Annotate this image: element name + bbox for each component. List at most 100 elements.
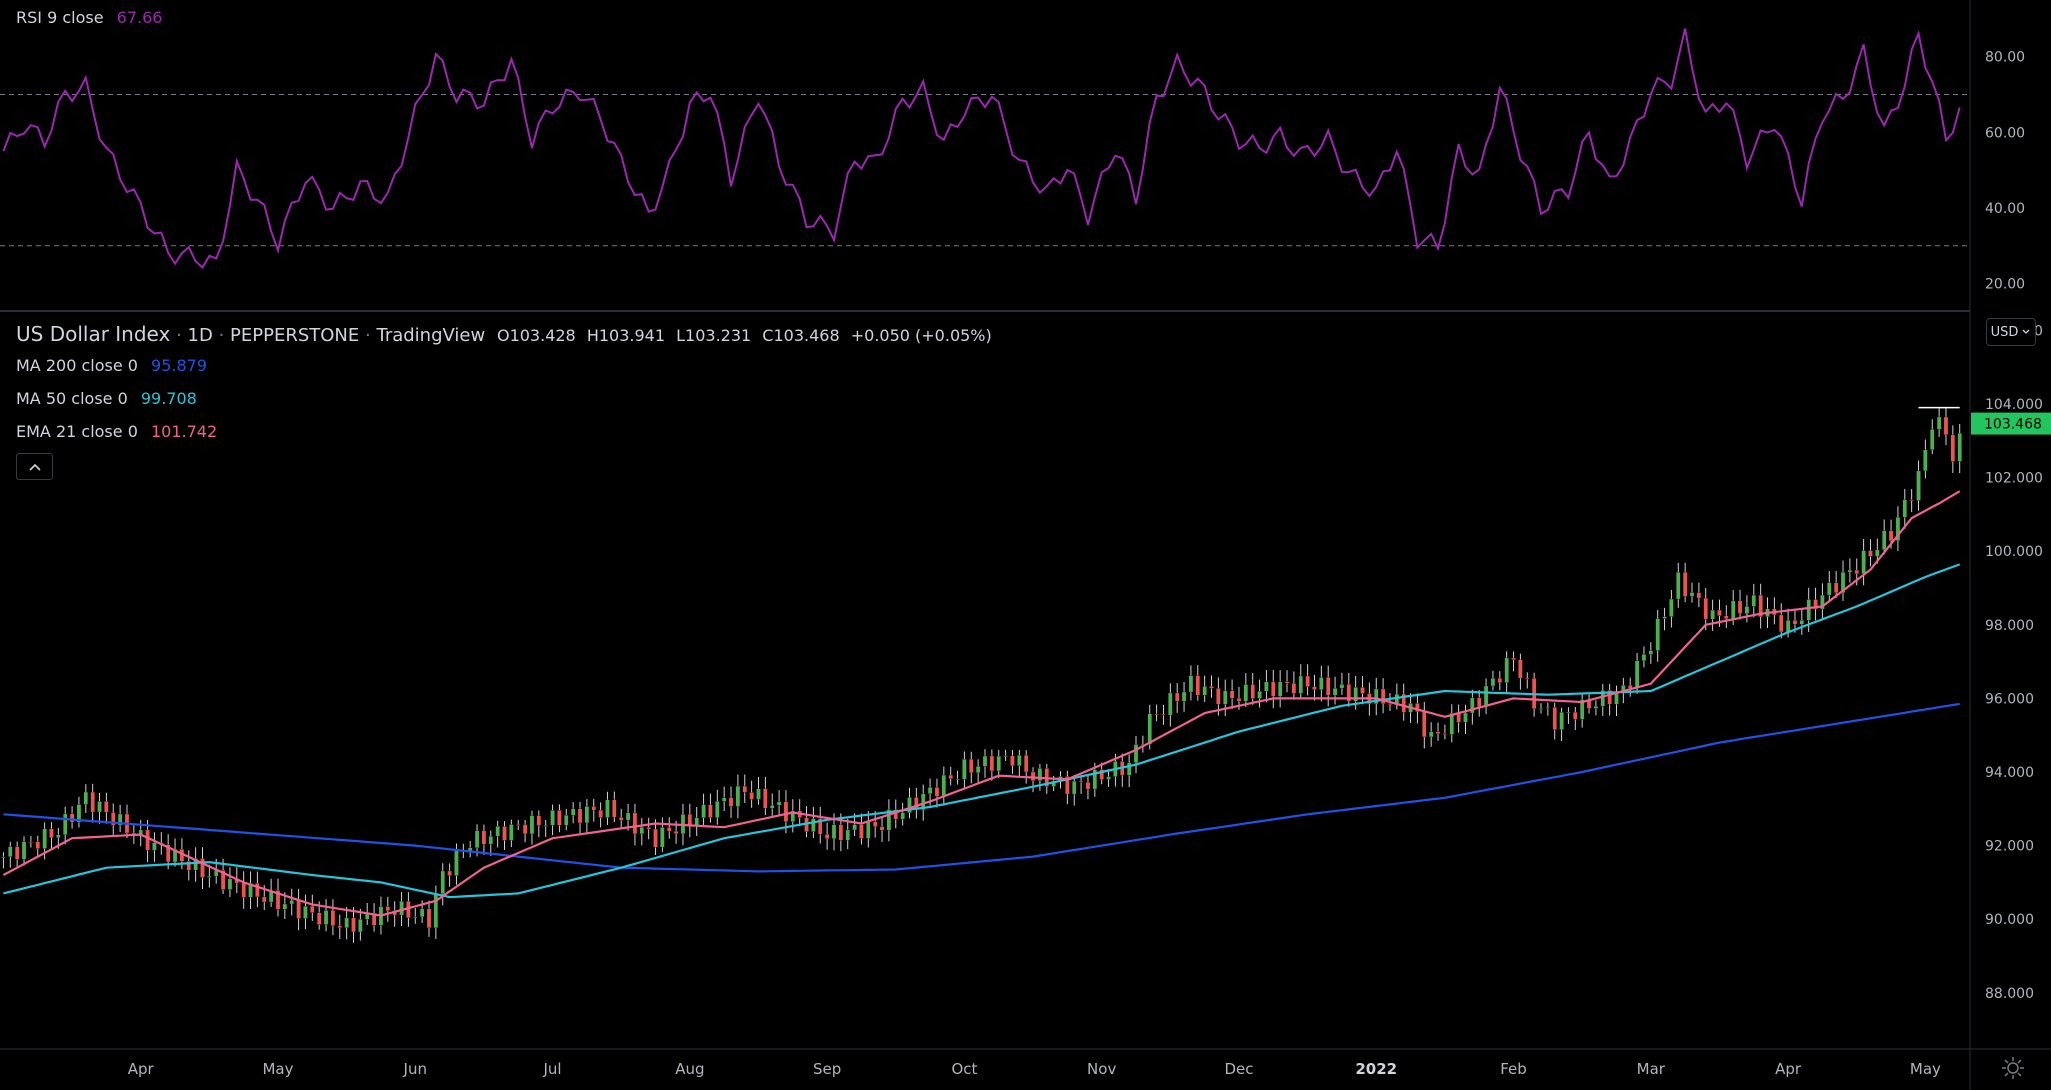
candle-body[interactable] xyxy=(1003,755,1008,757)
candle-body[interactable] xyxy=(639,827,645,835)
candle-body[interactable] xyxy=(1477,697,1482,707)
candle-body[interactable] xyxy=(1188,675,1194,693)
candle-body[interactable] xyxy=(879,826,885,831)
candle-body[interactable] xyxy=(1923,449,1928,472)
candle-body[interactable] xyxy=(653,828,658,848)
candle-body[interactable] xyxy=(1422,711,1427,738)
candle-body[interactable] xyxy=(1339,684,1345,689)
candle-body[interactable] xyxy=(1374,688,1379,705)
candle-body[interactable] xyxy=(1518,659,1523,679)
candle-body[interactable] xyxy=(866,821,871,839)
candle-body[interactable] xyxy=(474,830,480,848)
candle-body[interactable] xyxy=(1353,687,1358,702)
candle-body[interactable] xyxy=(35,841,40,849)
candle-body[interactable] xyxy=(1696,592,1702,599)
candle-body[interactable] xyxy=(859,824,864,839)
candle-body[interactable] xyxy=(721,797,727,802)
candle-body[interactable] xyxy=(1030,771,1036,781)
candle-body[interactable] xyxy=(1312,686,1317,690)
candle-body[interactable] xyxy=(749,792,754,800)
candle-body[interactable] xyxy=(1648,650,1654,655)
candle-body[interactable] xyxy=(900,812,905,820)
candle-body[interactable] xyxy=(1511,657,1516,660)
candle-body[interactable] xyxy=(1861,550,1866,574)
candle-body[interactable] xyxy=(852,824,857,831)
candle-body[interactable] xyxy=(1085,782,1091,790)
candle-body[interactable] xyxy=(1387,703,1393,705)
candle-body[interactable] xyxy=(1758,594,1763,617)
candle-body[interactable] xyxy=(824,834,830,839)
candle-body[interactable] xyxy=(1442,733,1448,735)
candle-body[interactable] xyxy=(1470,697,1475,714)
candle-body[interactable] xyxy=(1257,691,1262,699)
candle-body[interactable] xyxy=(1449,712,1454,735)
candle-body[interactable] xyxy=(1689,592,1695,597)
candle-body[interactable] xyxy=(1957,433,1962,462)
candle-body[interactable] xyxy=(1106,776,1111,780)
candle-body[interactable] xyxy=(8,846,13,857)
candle-body[interactable] xyxy=(735,785,741,807)
candle-body[interactable] xyxy=(660,827,665,848)
candle-body[interactable] xyxy=(296,900,301,919)
candle-body[interactable] xyxy=(1298,675,1303,694)
candle-body[interactable] xyxy=(1223,690,1228,705)
candle-body[interactable] xyxy=(1504,657,1509,683)
candle-body[interactable] xyxy=(1305,675,1310,687)
candle-body[interactable] xyxy=(1174,692,1180,702)
candle-body[interactable] xyxy=(1833,582,1839,593)
candle-body[interactable] xyxy=(419,908,425,918)
candle-body[interactable] xyxy=(1600,690,1605,707)
candle-body[interactable] xyxy=(1428,731,1434,738)
candle-body[interactable] xyxy=(550,810,555,826)
candle-body[interactable] xyxy=(488,836,493,845)
candle-body[interactable] xyxy=(756,788,761,800)
candle-body[interactable] xyxy=(165,844,171,863)
candle-body[interactable] xyxy=(316,912,322,925)
candle-body[interactable] xyxy=(941,774,947,797)
symbol-name[interactable]: US Dollar Index xyxy=(16,322,171,346)
candle-body[interactable] xyxy=(104,801,109,813)
candle-body[interactable] xyxy=(62,813,68,836)
candle-body[interactable] xyxy=(1662,616,1667,619)
candle-body[interactable] xyxy=(1593,706,1599,709)
candle-body[interactable] xyxy=(927,787,933,794)
candle-body[interactable] xyxy=(255,883,260,898)
candle-body[interactable] xyxy=(76,804,82,823)
candle-body[interactable] xyxy=(1737,600,1743,614)
candle-body[interactable] xyxy=(886,809,892,831)
candle-body[interactable] xyxy=(1161,714,1166,716)
candle-body[interactable] xyxy=(955,778,960,780)
candle-body[interactable] xyxy=(1785,620,1791,633)
candle-body[interactable] xyxy=(172,848,178,863)
candle-body[interactable] xyxy=(543,825,548,827)
candle-body[interactable] xyxy=(934,787,940,797)
candle-body[interactable] xyxy=(1943,416,1949,436)
candle-body[interactable] xyxy=(1147,713,1152,745)
candle-body[interactable] xyxy=(1827,582,1832,596)
candle-body[interactable] xyxy=(1133,744,1139,763)
candle-body[interactable] xyxy=(838,824,844,841)
candle-body[interactable] xyxy=(1277,681,1283,697)
candle-body[interactable] xyxy=(1010,755,1015,766)
candle-body[interactable] xyxy=(1847,569,1853,573)
candle-body[interactable] xyxy=(207,875,212,878)
candle-body[interactable] xyxy=(1360,687,1365,694)
candle-body[interactable] xyxy=(21,841,27,860)
candle-body[interactable] xyxy=(1325,677,1331,696)
candle-body[interactable] xyxy=(1154,713,1159,715)
candle-body[interactable] xyxy=(1676,572,1681,600)
candle-body[interactable] xyxy=(1229,690,1235,699)
candle-body[interactable] xyxy=(1717,609,1722,616)
candle-body[interactable] xyxy=(1895,517,1901,541)
candle-body[interactable] xyxy=(117,813,123,826)
candle-body[interactable] xyxy=(90,791,95,813)
candle-body[interactable] xyxy=(831,824,837,839)
candle-body[interactable] xyxy=(598,809,603,818)
candle-body[interactable] xyxy=(1710,609,1715,620)
candle-body[interactable] xyxy=(1806,599,1811,621)
candle-body[interactable] xyxy=(303,905,308,919)
candle-body[interactable] xyxy=(1936,416,1942,430)
candle-body[interactable] xyxy=(42,828,47,849)
candle-body[interactable] xyxy=(1902,499,1908,518)
